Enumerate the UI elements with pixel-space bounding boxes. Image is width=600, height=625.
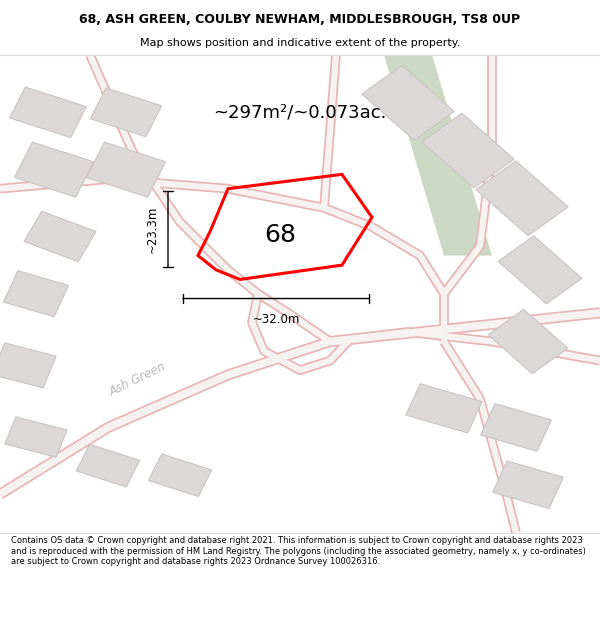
Polygon shape <box>86 142 166 197</box>
Polygon shape <box>498 236 582 304</box>
Polygon shape <box>493 461 563 509</box>
Polygon shape <box>91 88 161 137</box>
Polygon shape <box>76 444 140 487</box>
Polygon shape <box>14 142 94 197</box>
Polygon shape <box>0 343 56 388</box>
Text: ~32.0m: ~32.0m <box>253 313 299 326</box>
Polygon shape <box>384 55 492 256</box>
Text: ~23.3m: ~23.3m <box>146 206 159 253</box>
Polygon shape <box>476 161 568 236</box>
Polygon shape <box>422 113 514 188</box>
Polygon shape <box>10 87 86 138</box>
Text: Map shows position and indicative extent of the property.: Map shows position and indicative extent… <box>140 38 460 48</box>
Text: 68, ASH GREEN, COULBY NEWHAM, MIDDLESBROUGH, TS8 0UP: 68, ASH GREEN, COULBY NEWHAM, MIDDLESBRO… <box>79 12 521 26</box>
Polygon shape <box>4 271 68 317</box>
Polygon shape <box>24 211 96 262</box>
Polygon shape <box>5 417 67 457</box>
Text: Contains OS data © Crown copyright and database right 2021. This information is : Contains OS data © Crown copyright and d… <box>11 536 586 566</box>
Polygon shape <box>406 384 482 433</box>
Text: 68: 68 <box>265 223 296 248</box>
Polygon shape <box>362 65 454 140</box>
Polygon shape <box>488 309 568 374</box>
Polygon shape <box>148 454 212 496</box>
Text: ~297m²/~0.073ac.: ~297m²/~0.073ac. <box>214 103 386 121</box>
Text: Ash Green: Ash Green <box>107 361 169 399</box>
Polygon shape <box>481 404 551 451</box>
